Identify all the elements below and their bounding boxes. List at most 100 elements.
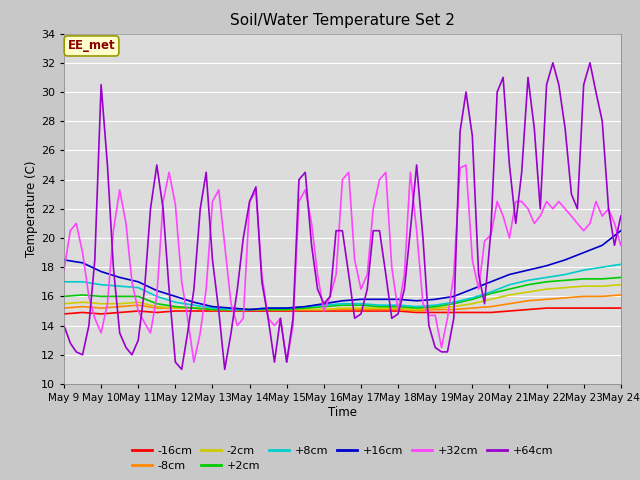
- +8cm: [431, 302, 439, 308]
- +16cm: [524, 267, 532, 273]
- -16cm: [190, 308, 198, 314]
- +2cm: [190, 305, 198, 311]
- +2cm: [561, 277, 569, 283]
- +8cm: [413, 304, 420, 310]
- -8cm: [190, 305, 198, 311]
- +8cm: [357, 301, 365, 307]
- -8cm: [468, 305, 476, 311]
- +16cm: [376, 297, 383, 302]
- +16cm: [598, 242, 606, 248]
- +2cm: [580, 276, 588, 282]
- +16cm: [264, 305, 272, 311]
- Line: +16cm: +16cm: [64, 231, 621, 310]
- +64cm: [611, 242, 618, 248]
- +64cm: [388, 315, 396, 321]
- -8cm: [134, 302, 142, 308]
- -2cm: [617, 282, 625, 288]
- -8cm: [376, 307, 383, 312]
- +16cm: [450, 293, 458, 300]
- -8cm: [153, 305, 161, 311]
- -16cm: [209, 308, 216, 314]
- -8cm: [301, 307, 309, 312]
- +64cm: [536, 206, 544, 212]
- -8cm: [524, 298, 532, 304]
- +16cm: [283, 305, 291, 311]
- +2cm: [301, 305, 309, 311]
- +8cm: [580, 267, 588, 273]
- -8cm: [79, 304, 86, 310]
- +32cm: [190, 359, 198, 365]
- -16cm: [227, 308, 235, 314]
- +8cm: [524, 277, 532, 283]
- +16cm: [79, 260, 86, 266]
- -2cm: [227, 307, 235, 312]
- +2cm: [116, 293, 124, 300]
- +64cm: [60, 323, 68, 328]
- +2cm: [227, 307, 235, 312]
- +8cm: [320, 302, 328, 308]
- -2cm: [524, 289, 532, 295]
- -16cm: [487, 310, 495, 315]
- -2cm: [172, 305, 179, 311]
- -2cm: [468, 301, 476, 307]
- -8cm: [450, 307, 458, 312]
- Line: +8cm: +8cm: [64, 264, 621, 310]
- +64cm: [178, 367, 186, 372]
- -2cm: [598, 283, 606, 289]
- -8cm: [561, 295, 569, 301]
- +8cm: [153, 293, 161, 300]
- +2cm: [246, 307, 253, 312]
- -8cm: [97, 305, 105, 311]
- +8cm: [506, 282, 513, 288]
- -16cm: [134, 308, 142, 314]
- -8cm: [116, 304, 124, 310]
- -8cm: [209, 307, 216, 312]
- -2cm: [413, 307, 420, 312]
- -16cm: [376, 308, 383, 314]
- +16cm: [320, 301, 328, 307]
- +2cm: [264, 307, 272, 312]
- -16cm: [264, 308, 272, 314]
- +8cm: [246, 307, 253, 312]
- +2cm: [79, 292, 86, 298]
- +8cm: [301, 304, 309, 310]
- +8cm: [450, 300, 458, 305]
- -16cm: [320, 308, 328, 314]
- -16cm: [283, 308, 291, 314]
- +2cm: [450, 301, 458, 307]
- +8cm: [543, 275, 550, 280]
- +16cm: [246, 307, 253, 312]
- +2cm: [506, 286, 513, 292]
- +2cm: [413, 305, 420, 311]
- -8cm: [283, 307, 291, 312]
- -8cm: [339, 307, 346, 312]
- +32cm: [60, 267, 68, 273]
- -2cm: [450, 304, 458, 310]
- -8cm: [543, 297, 550, 302]
- +32cm: [462, 162, 470, 168]
- +16cm: [153, 288, 161, 293]
- -16cm: [79, 310, 86, 315]
- -16cm: [172, 308, 179, 314]
- -8cm: [172, 305, 179, 311]
- -2cm: [357, 305, 365, 311]
- -8cm: [227, 307, 235, 312]
- +16cm: [97, 269, 105, 275]
- +64cm: [549, 60, 557, 66]
- -8cm: [506, 301, 513, 307]
- -2cm: [506, 292, 513, 298]
- +8cm: [617, 262, 625, 267]
- -2cm: [190, 305, 198, 311]
- Text: EE_met: EE_met: [68, 39, 115, 52]
- +8cm: [376, 302, 383, 308]
- -2cm: [394, 305, 402, 311]
- -2cm: [264, 307, 272, 312]
- +32cm: [543, 199, 550, 204]
- +16cm: [543, 263, 550, 269]
- +2cm: [431, 304, 439, 310]
- -16cm: [246, 308, 253, 314]
- +2cm: [320, 304, 328, 310]
- -8cm: [617, 292, 625, 298]
- Line: +32cm: +32cm: [64, 165, 621, 362]
- +8cm: [561, 272, 569, 277]
